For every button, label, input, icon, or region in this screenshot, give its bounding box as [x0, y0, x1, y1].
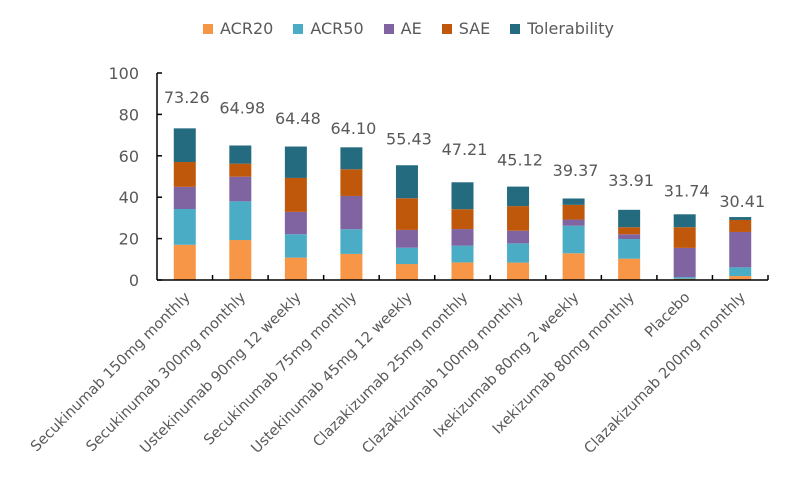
- bar-segment-acr20: [729, 276, 752, 280]
- y-tick-label: 20: [119, 230, 139, 249]
- data-label-total: 55.43: [386, 130, 432, 149]
- legend-item-acr20: ACR20: [203, 19, 273, 38]
- bar-segment-tolerability: [507, 186, 530, 207]
- bar-segment-acr50: [229, 201, 252, 241]
- data-label-total: 45.12: [497, 150, 543, 169]
- bar-segment-tolerability: [229, 145, 252, 164]
- legend-item-sae: SAE: [441, 19, 491, 38]
- bar-segment-acr50: [284, 234, 307, 258]
- bar-segment-tolerability: [729, 217, 752, 220]
- bar-segment-acr20: [395, 264, 418, 280]
- bar-segment-sae: [173, 162, 196, 187]
- bar-segment-acr20: [618, 258, 641, 280]
- data-labels: 73.26 64.98 64.48 64.10 55.43 47.21 45.12 39.37…: [164, 88, 765, 211]
- legend-swatch: [203, 23, 213, 34]
- data-label-total: 39.37: [553, 161, 599, 180]
- y-tick-label: 100: [108, 64, 139, 83]
- bar-segment-sae: [284, 177, 307, 212]
- bar-segment-acr20: [340, 253, 363, 280]
- legend-swatch: [293, 23, 304, 34]
- bar-segment-tolerability: [395, 165, 418, 199]
- bar-segment-ae: [562, 219, 585, 226]
- bar-segment-ae: [507, 230, 530, 244]
- bar-segment-acr50: [618, 239, 641, 259]
- data-label-total: 64.10: [331, 119, 377, 138]
- bar-segment-acr50: [173, 208, 196, 245]
- legend-item-ae: AE: [383, 19, 422, 38]
- bar-segment-acr20: [562, 253, 585, 280]
- bar-segment-acr50: [673, 277, 696, 279]
- bar-segment-ae: [340, 195, 363, 230]
- bar-segment-ae: [395, 229, 418, 248]
- bar-segment-ae: [229, 176, 252, 202]
- legend-label: AE: [400, 19, 422, 38]
- legend-label: Tolerability: [527, 19, 614, 38]
- legend-swatch: [441, 23, 452, 34]
- data-label-total: 47.21: [442, 140, 488, 159]
- bar-segment-ae: [451, 229, 474, 246]
- data-label-total: 73.26: [164, 88, 210, 107]
- y-tick-label: 80: [119, 105, 139, 124]
- bar-segment-sae: [618, 227, 641, 235]
- bar-segment-ae: [284, 211, 307, 235]
- legend-label: ACR50: [310, 19, 364, 38]
- bar-segment-sae: [340, 169, 363, 196]
- bar-segment-acr50: [340, 229, 363, 254]
- legend-swatch: [383, 23, 394, 34]
- bar-segment-tolerability: [451, 182, 474, 210]
- data-label-total: 31.74: [664, 182, 710, 201]
- bar-segment-acr20: [229, 240, 252, 280]
- bars: [173, 128, 752, 280]
- bar-segment-sae: [729, 219, 752, 232]
- y-tick-label: 60: [119, 147, 139, 166]
- bar-segment-sae: [229, 163, 252, 177]
- bar-segment-acr50: [395, 247, 418, 265]
- bar-segment-ae: [618, 234, 641, 240]
- y-axis: 0 20 40 60 80 100: [108, 64, 162, 290]
- legend-label: SAE: [458, 19, 491, 38]
- bar-segment-tolerability: [284, 146, 307, 178]
- bar-segment-ae: [173, 186, 196, 209]
- bar-segment-acr20: [507, 262, 530, 280]
- bar-segment-sae: [562, 204, 585, 220]
- bar-segment-tolerability: [618, 209, 641, 228]
- legend-item-tolerability: Tolerability: [510, 19, 614, 38]
- bar-segment-acr20: [173, 244, 196, 280]
- y-tick-label: 40: [119, 188, 139, 207]
- bar-segment-acr50: [729, 267, 752, 277]
- data-label-total: 33.91: [608, 171, 654, 190]
- bar-segment-sae: [673, 227, 696, 248]
- bar-segment-sae: [395, 198, 418, 230]
- data-label-total: 30.41: [719, 192, 765, 211]
- y-tick-label: 0: [129, 271, 139, 290]
- bar-segment-acr20: [284, 257, 307, 280]
- bar-segment-sae: [451, 209, 474, 230]
- bar-segment-acr20: [451, 262, 474, 280]
- legend-label: ACR20: [220, 19, 274, 38]
- bar-segment-acr50: [507, 243, 530, 263]
- bar-segment-tolerability: [562, 198, 585, 205]
- data-label-total: 64.98: [219, 98, 265, 117]
- chart-legend: ACR20 ACR50 AE SAE Tolerability: [203, 19, 634, 38]
- bar-segment-tolerability: [340, 147, 363, 170]
- bar-segment-acr50: [562, 225, 585, 254]
- bar-segment-ae: [673, 247, 696, 278]
- bar-segment-tolerability: [673, 214, 696, 228]
- x-tick-label: Placebo: [642, 289, 693, 340]
- bar-segment-tolerability: [173, 128, 196, 163]
- data-label-total: 64.48: [275, 109, 321, 128]
- legend-swatch: [510, 23, 521, 34]
- bar-segment-acr50: [451, 245, 474, 263]
- legend-item-acr50: ACR50: [293, 19, 364, 38]
- bar-segment-ae: [729, 231, 752, 268]
- bar-segment-sae: [507, 206, 530, 231]
